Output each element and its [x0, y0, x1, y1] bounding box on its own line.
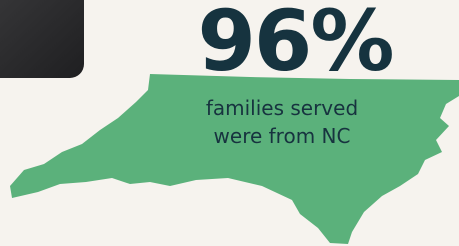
stat-value: 96%: [197, 0, 392, 90]
infographic: 96% families served were from NC: [0, 0, 459, 246]
page: 96% families served were from NC (() => …: [0, 0, 459, 246]
stat-caption: were from NC: [214, 124, 351, 148]
photo: [0, 0, 84, 78]
stat-caption: families served: [206, 96, 358, 120]
